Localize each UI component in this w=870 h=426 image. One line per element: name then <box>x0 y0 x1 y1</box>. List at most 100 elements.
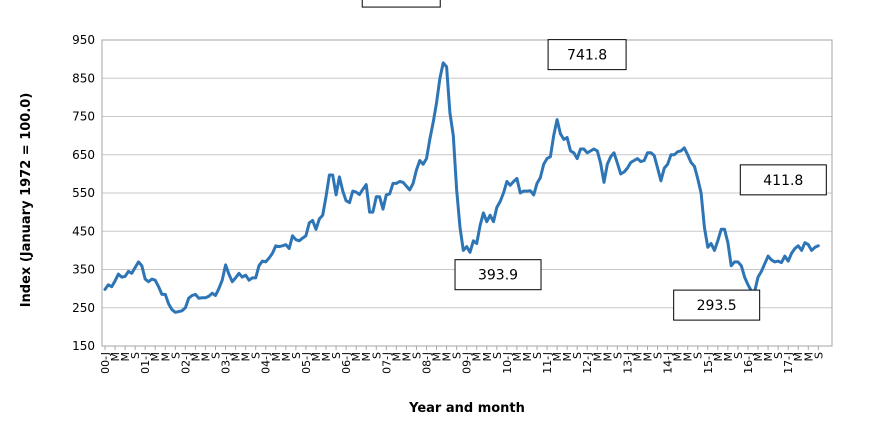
x-tick-label: M <box>601 352 614 362</box>
x-tick-label: M <box>642 352 655 362</box>
x-tick-label: M <box>199 352 212 362</box>
callout-label: 871.4 <box>381 0 421 1</box>
callout-box <box>673 289 761 321</box>
callout-layer: 871.4 741.8 393.9 293.5 411.8 <box>361 0 827 321</box>
callout-box <box>547 39 627 71</box>
x-tick-label: M <box>441 352 454 362</box>
x-tick-label: S <box>812 352 825 359</box>
x-tick-label: M <box>682 352 695 362</box>
x-tick-label: S <box>531 352 544 359</box>
callout: 393.9 <box>454 259 542 291</box>
x-tick-label: S <box>290 352 303 359</box>
x-tick-label: 14-J <box>662 352 675 374</box>
x-tick-label: M <box>762 352 775 362</box>
x-tick-label: M <box>792 352 805 362</box>
callout-label: 393.9 <box>478 268 518 284</box>
x-tick-label: 10-J <box>501 352 514 374</box>
series-line <box>103 61 820 314</box>
x-tick-label: M <box>310 352 323 362</box>
y-tick-label: 250 <box>72 301 95 315</box>
x-tick-label: M <box>360 352 373 362</box>
x-tick-label: 05-J <box>300 352 313 374</box>
x-axis-title: Year and month <box>408 401 525 416</box>
x-tick-label: 03-J <box>220 352 233 374</box>
y-tick-label: 950 <box>72 33 95 47</box>
x-tick-label: M <box>521 352 534 362</box>
x-tick-label: S <box>491 352 504 359</box>
x-tick-label: M <box>591 352 604 362</box>
x-tick-label: 11-J <box>541 352 554 374</box>
x-tick-label: S <box>250 352 263 359</box>
callout-box <box>739 164 827 196</box>
x-tick-label: M <box>802 352 815 362</box>
x-tick-label: M <box>280 352 293 362</box>
x-tick-label: S <box>571 352 584 359</box>
x-tick-label: M <box>511 352 524 362</box>
x-tick-label: S <box>210 352 223 359</box>
x-tick-label: 01-J <box>139 352 152 374</box>
x-tick-label: 04-J <box>260 352 273 374</box>
callout-label: 741.8 <box>567 48 607 64</box>
x-tick-label: M <box>481 352 494 362</box>
y-tick-label: 450 <box>72 224 95 238</box>
x-tick-label: M <box>189 352 202 362</box>
callout: 741.8 <box>547 39 627 71</box>
callout-box <box>361 0 441 8</box>
callout: 411.8 <box>739 164 827 196</box>
y-axis-tick-labels: 150 250 350 450 550 650 750 850 950 <box>72 33 95 353</box>
x-tick-label: M <box>561 352 574 362</box>
y-axis-title: Index (January 1972 = 100.0) <box>19 93 34 308</box>
x-tick-label: M <box>350 352 363 362</box>
x-tick-label: 12-J <box>581 352 594 374</box>
x-tick-label: M <box>390 352 403 362</box>
x-tick-label: M <box>320 352 333 362</box>
x-tick-label: 17-J <box>782 352 795 374</box>
x-tick-label: S <box>451 352 464 359</box>
x-tick-label: S <box>330 352 343 359</box>
y-tick-label: 750 <box>72 110 95 124</box>
x-tick-label: M <box>752 352 765 362</box>
y-tick-label: 850 <box>72 71 95 85</box>
x-tick-label: M <box>270 352 283 362</box>
x-tick-label: 07-J <box>380 352 393 374</box>
x-tick-label: M <box>230 352 243 362</box>
x-tick-label: 16-J <box>742 352 755 374</box>
series-layer <box>103 61 820 314</box>
x-tick-label: 15-J <box>702 352 715 374</box>
x-tick-label: M <box>551 352 564 362</box>
x-tick-label: 02-J <box>179 352 192 374</box>
x-tick-label: M <box>240 352 253 362</box>
x-tick-label: M <box>712 352 725 362</box>
x-tick-label: M <box>672 352 685 362</box>
x-tick-label: 08-J <box>420 352 433 374</box>
x-tick-label: M <box>631 352 644 362</box>
x-tick-label: 00-J <box>99 352 112 374</box>
x-tick-label: M <box>109 352 122 362</box>
x-tick-label: S <box>611 352 624 359</box>
callout: 293.5 <box>673 289 761 321</box>
callout: 871.4 <box>361 0 441 8</box>
callout-box <box>454 259 542 291</box>
x-tick-label: M <box>431 352 444 362</box>
x-tick-label: M <box>159 352 172 362</box>
x-tick-label: S <box>410 352 423 359</box>
callout-label: 411.8 <box>763 173 803 189</box>
y-tick-label: 550 <box>72 186 95 200</box>
x-tick-label: M <box>149 352 162 362</box>
x-tick-label: S <box>732 352 745 359</box>
x-tick-label: M <box>119 352 132 362</box>
x-tick-label: S <box>370 352 383 359</box>
y-tick-label: 350 <box>72 263 95 277</box>
x-tick-label: 13-J <box>621 352 634 374</box>
y-tick-label: 650 <box>72 148 95 162</box>
x-tick-label: M <box>722 352 735 362</box>
x-tick-label: S <box>652 352 665 359</box>
x-tick-label: S <box>772 352 785 359</box>
x-tick-label: S <box>692 352 705 359</box>
x-axis-tick-labels: 00-JMMS01-JMMS02-JMMS03-JMMS04-JMMS05-JM… <box>99 346 825 374</box>
x-tick-label: S <box>169 352 182 359</box>
x-tick-label: M <box>400 352 413 362</box>
y-tick-label: 150 <box>72 339 95 353</box>
